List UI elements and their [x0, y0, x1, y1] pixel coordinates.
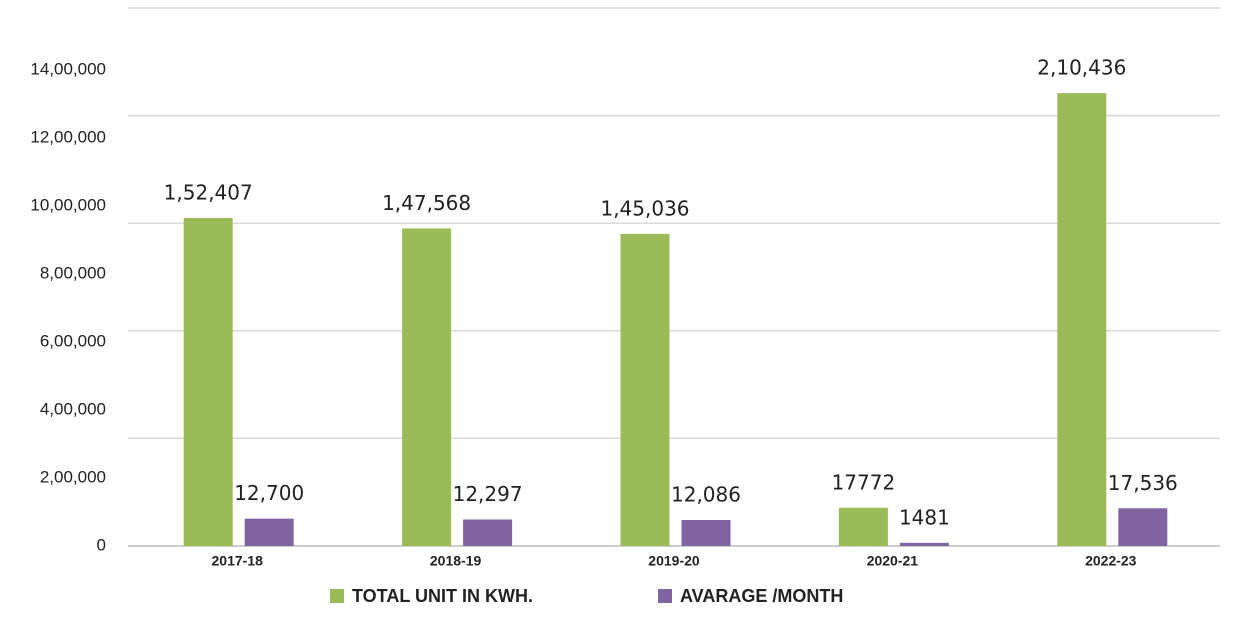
data-label: 1,45,036 [600, 196, 689, 220]
y-axis-label: 2,00,000 [40, 467, 106, 486]
data-label: 1481 [899, 505, 950, 529]
data-label: 12,297 [453, 482, 523, 506]
x-tick-label: 2019-20 [648, 553, 700, 569]
bar [899, 542, 949, 546]
legend-label: TOTAL UNIT IN KWH. [352, 586, 533, 606]
bar [1118, 508, 1168, 546]
bar [838, 507, 888, 546]
legend-swatch [330, 589, 344, 603]
data-label: 1,52,407 [164, 181, 253, 205]
y-axis-label: 12,00,000 [30, 127, 106, 146]
x-tick-label: 2017-18 [212, 553, 264, 569]
y-axis-label: 0 [97, 535, 106, 554]
data-label: 1,47,568 [382, 191, 471, 215]
data-label: 2,10,436 [1037, 56, 1126, 80]
bar [183, 218, 233, 546]
bar [1057, 93, 1107, 547]
y-axis-label: 8,00,000 [40, 263, 106, 282]
legend-swatch [658, 589, 672, 603]
y-axis-label: 10,00,000 [30, 195, 106, 214]
data-label: 17,536 [1108, 471, 1178, 495]
data-label: 17772 [832, 470, 896, 494]
bar [463, 519, 513, 546]
legend-label: AVARAGE /MONTH [680, 586, 843, 606]
data-label: 12,086 [671, 482, 741, 506]
bar [402, 228, 452, 547]
x-tick-label: 2018-19 [430, 553, 482, 569]
x-tick-label: 2022-23 [1085, 553, 1137, 569]
bar [681, 519, 731, 546]
y-axis-label: 4,00,000 [40, 399, 106, 418]
y-axis-label: 6,00,000 [40, 331, 106, 350]
y-axis-label: 14,00,000 [30, 59, 106, 78]
data-label: 12,700 [234, 481, 304, 505]
x-tick-label: 2020-21 [867, 553, 919, 569]
bar [620, 233, 670, 547]
bar [244, 518, 294, 546]
